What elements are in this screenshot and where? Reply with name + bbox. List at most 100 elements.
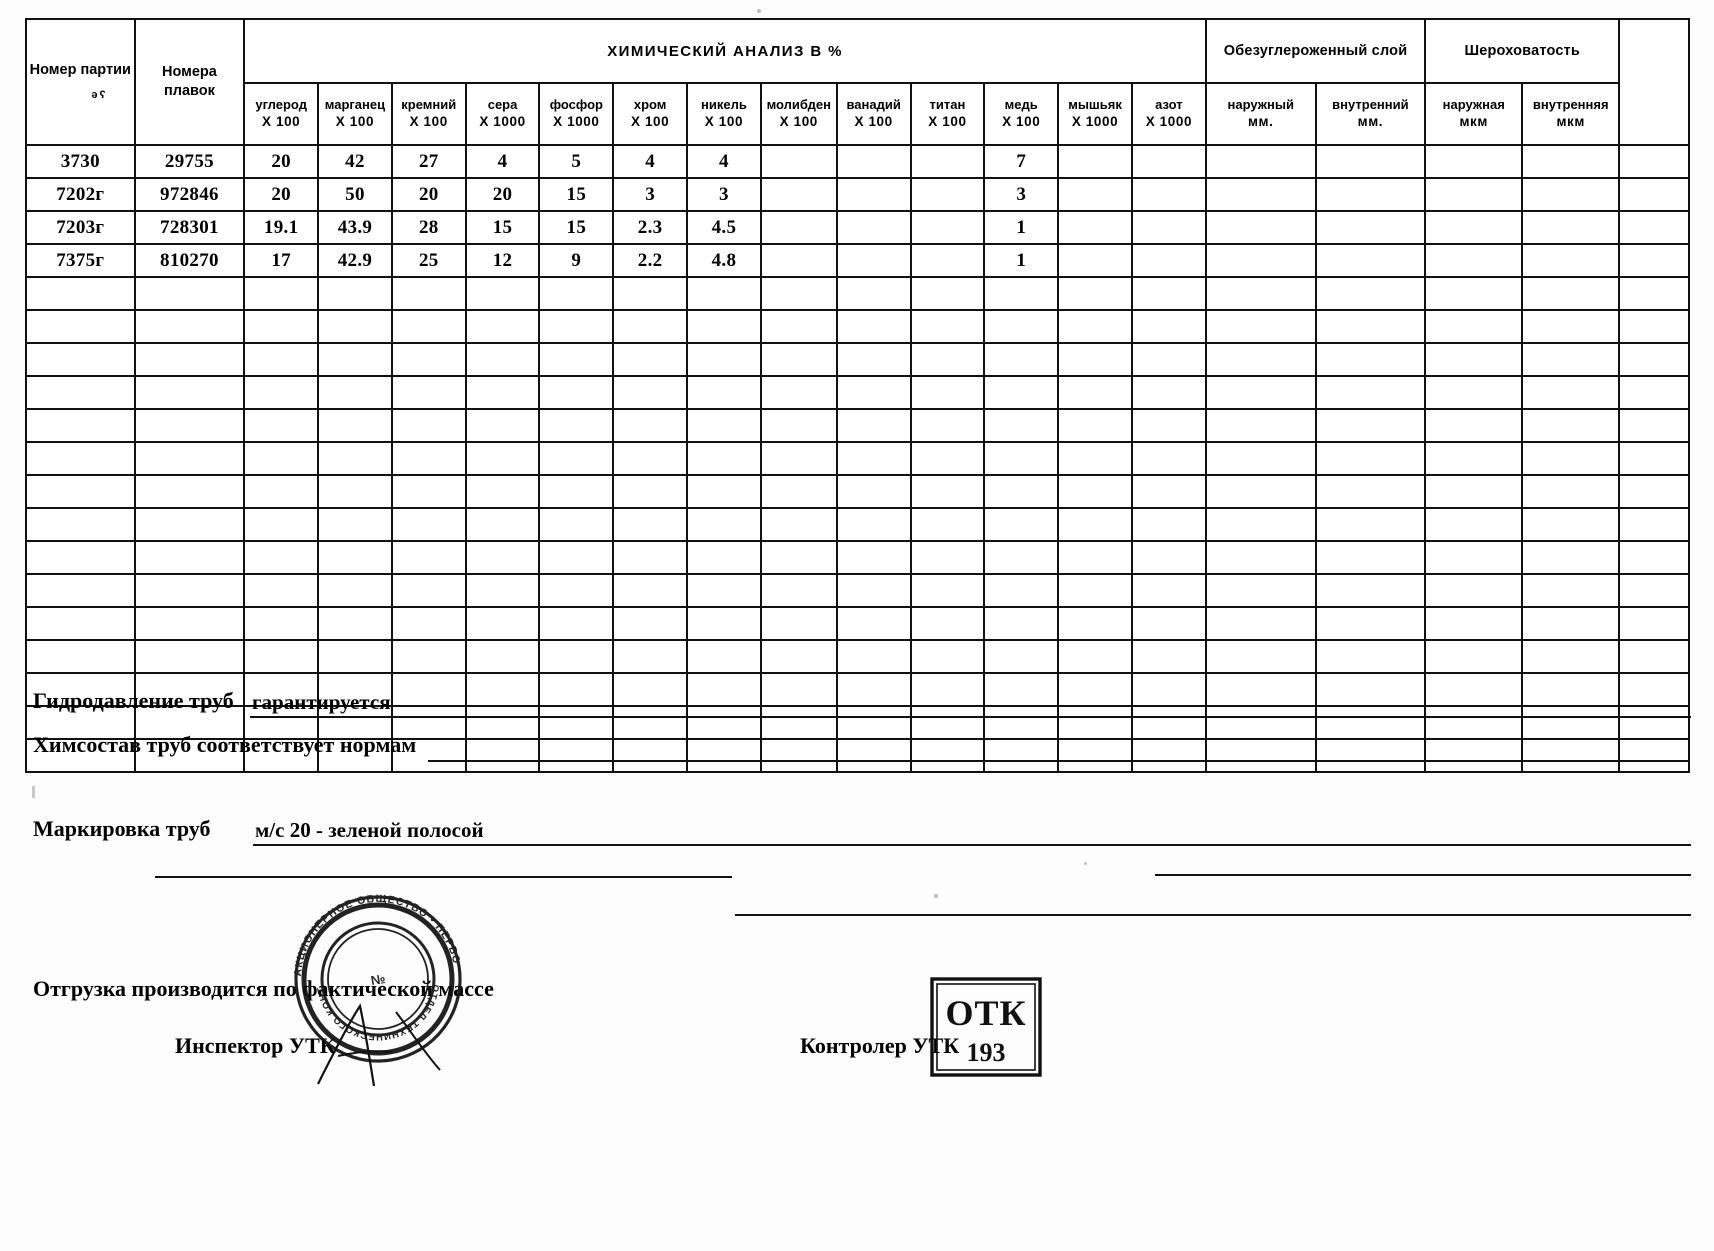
cell-nickel[interactable]: 4 bbox=[686, 144, 762, 179]
cell-empty-molybdenum[interactable] bbox=[759, 738, 838, 773]
cell-empty-vanadium[interactable] bbox=[835, 441, 912, 476]
cell-empty-vanadium[interactable] bbox=[835, 474, 912, 509]
cell-empty-extra[interactable] bbox=[1618, 441, 1690, 476]
cell-empty-layer_in[interactable] bbox=[1314, 738, 1427, 773]
table-row-empty[interactable] bbox=[25, 705, 1690, 740]
cell-empty-heat[interactable] bbox=[133, 672, 246, 707]
cell-empty-titanium[interactable] bbox=[909, 573, 986, 608]
cell-empty-arsenic[interactable] bbox=[1057, 540, 1133, 575]
cell-empty-rough_out[interactable] bbox=[1424, 639, 1524, 674]
cell-empty-rough_out[interactable] bbox=[1424, 276, 1524, 311]
table-row-empty[interactable] bbox=[25, 672, 1690, 707]
table-row-empty[interactable] bbox=[25, 606, 1690, 641]
cell-empty-layer_in[interactable] bbox=[1314, 441, 1427, 476]
cell-empty-nickel[interactable] bbox=[686, 738, 762, 773]
cell-empty-chromium[interactable] bbox=[612, 639, 689, 674]
cell-empty-titanium[interactable] bbox=[909, 540, 986, 575]
cell-nitrogen[interactable] bbox=[1130, 177, 1207, 212]
cell-empty-chromium[interactable] bbox=[612, 375, 689, 410]
cell-empty-manganese[interactable] bbox=[317, 540, 393, 575]
cell-sulfur[interactable]: 20 bbox=[464, 177, 541, 212]
cell-empty-titanium[interactable] bbox=[909, 705, 986, 740]
cell-empty-nitrogen[interactable] bbox=[1130, 408, 1207, 443]
cell-empty-molybdenum[interactable] bbox=[759, 672, 838, 707]
cell-empty-layer_out[interactable] bbox=[1204, 606, 1317, 641]
cell-rough_out[interactable] bbox=[1424, 177, 1524, 212]
table-row-empty[interactable] bbox=[25, 342, 1690, 377]
cell-nickel[interactable]: 4.5 bbox=[686, 210, 762, 245]
cell-empty-layer_out[interactable] bbox=[1204, 375, 1317, 410]
cell-rough_out[interactable] bbox=[1424, 243, 1524, 278]
cell-empty-titanium[interactable] bbox=[909, 441, 986, 476]
cell-empty-nickel[interactable] bbox=[686, 672, 762, 707]
cell-empty-silicon[interactable] bbox=[390, 705, 467, 740]
table-row-empty[interactable] bbox=[25, 474, 1690, 509]
cell-empty-silicon[interactable] bbox=[390, 507, 467, 542]
cell-layer_in[interactable] bbox=[1314, 144, 1427, 179]
cell-empty-rough_out[interactable] bbox=[1424, 375, 1524, 410]
cell-empty-rough_out[interactable] bbox=[1424, 705, 1524, 740]
cell-empty-layer_out[interactable] bbox=[1204, 705, 1317, 740]
cell-silicon[interactable]: 25 bbox=[390, 243, 467, 278]
cell-empty-layer_in[interactable] bbox=[1314, 276, 1427, 311]
cell-empty-sulfur[interactable] bbox=[464, 540, 541, 575]
cell-empty-molybdenum[interactable] bbox=[759, 375, 838, 410]
cell-empty-nitrogen[interactable] bbox=[1130, 672, 1207, 707]
cell-empty-carbon[interactable] bbox=[243, 375, 320, 410]
cell-empty-chromium[interactable] bbox=[612, 441, 689, 476]
cell-empty-layer_out[interactable] bbox=[1204, 540, 1317, 575]
cell-nitrogen[interactable] bbox=[1130, 243, 1207, 278]
cell-empty-rough_out[interactable] bbox=[1424, 540, 1524, 575]
cell-molybdenum[interactable] bbox=[759, 243, 838, 278]
cell-empty-layer_out[interactable] bbox=[1204, 738, 1317, 773]
cell-empty-molybdenum[interactable] bbox=[759, 342, 838, 377]
cell-empty-copper[interactable] bbox=[983, 606, 1060, 641]
cell-empty-extra[interactable] bbox=[1618, 375, 1690, 410]
cell-empty-batch[interactable] bbox=[25, 375, 136, 410]
cell-empty-vanadium[interactable] bbox=[835, 540, 912, 575]
cell-rough_in[interactable] bbox=[1521, 243, 1621, 278]
cell-empty-chromium[interactable] bbox=[612, 672, 689, 707]
cell-empty-batch[interactable] bbox=[25, 441, 136, 476]
cell-empty-heat[interactable] bbox=[133, 705, 246, 740]
cell-empty-sulfur[interactable] bbox=[464, 672, 541, 707]
cell-chromium[interactable]: 2.3 bbox=[612, 210, 689, 245]
cell-empty-sulfur[interactable] bbox=[464, 639, 541, 674]
cell-arsenic[interactable] bbox=[1057, 177, 1133, 212]
cell-empty-vanadium[interactable] bbox=[835, 342, 912, 377]
cell-empty-layer_in[interactable] bbox=[1314, 672, 1427, 707]
cell-batch[interactable]: 3730 bbox=[25, 144, 136, 179]
cell-empty-layer_in[interactable] bbox=[1314, 408, 1427, 443]
cell-empty-rough_in[interactable] bbox=[1521, 375, 1621, 410]
cell-empty-arsenic[interactable] bbox=[1057, 276, 1133, 311]
cell-manganese[interactable]: 50 bbox=[317, 177, 393, 212]
cell-empty-heat[interactable] bbox=[133, 309, 246, 344]
cell-empty-molybdenum[interactable] bbox=[759, 408, 838, 443]
cell-empty-arsenic[interactable] bbox=[1057, 375, 1133, 410]
cell-empty-layer_in[interactable] bbox=[1314, 474, 1427, 509]
cell-empty-vanadium[interactable] bbox=[835, 639, 912, 674]
cell-empty-manganese[interactable] bbox=[317, 309, 393, 344]
cell-empty-carbon[interactable] bbox=[243, 738, 320, 773]
cell-empty-phosphorus[interactable] bbox=[538, 672, 615, 707]
cell-empty-nickel[interactable] bbox=[686, 441, 762, 476]
cell-empty-sulfur[interactable] bbox=[464, 738, 541, 773]
cell-empty-layer_in[interactable] bbox=[1314, 507, 1427, 542]
cell-empty-heat[interactable] bbox=[133, 540, 246, 575]
cell-batch[interactable]: 7202г bbox=[25, 177, 136, 212]
cell-chromium[interactable]: 2.2 bbox=[612, 243, 689, 278]
cell-titanium[interactable] bbox=[909, 210, 986, 245]
cell-empty-arsenic[interactable] bbox=[1057, 408, 1133, 443]
cell-batch[interactable]: 7203г bbox=[25, 210, 136, 245]
cell-empty-molybdenum[interactable] bbox=[759, 474, 838, 509]
cell-empty-layer_out[interactable] bbox=[1204, 276, 1317, 311]
cell-phosphorus[interactable]: 9 bbox=[538, 243, 615, 278]
cell-empty-sulfur[interactable] bbox=[464, 375, 541, 410]
cell-empty-manganese[interactable] bbox=[317, 672, 393, 707]
cell-empty-copper[interactable] bbox=[983, 672, 1060, 707]
cell-empty-rough_in[interactable] bbox=[1521, 276, 1621, 311]
cell-empty-extra[interactable] bbox=[1618, 309, 1690, 344]
cell-chromium[interactable]: 4 bbox=[612, 144, 689, 179]
cell-empty-nitrogen[interactable] bbox=[1130, 342, 1207, 377]
cell-empty-nickel[interactable] bbox=[686, 474, 762, 509]
